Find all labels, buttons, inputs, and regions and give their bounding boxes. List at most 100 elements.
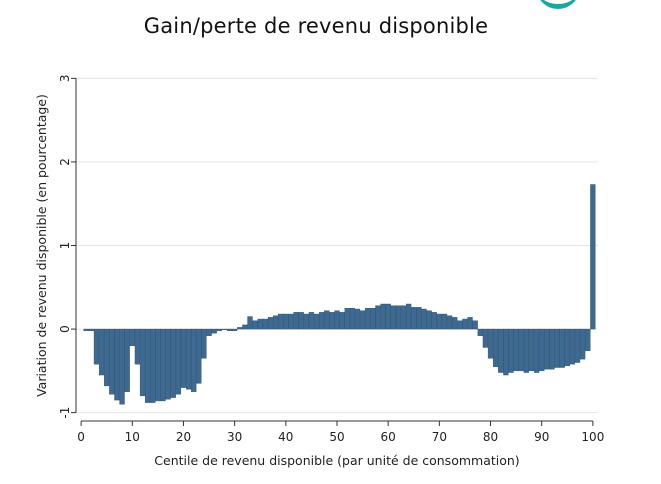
bar xyxy=(98,328,105,376)
bar xyxy=(247,316,253,330)
bar xyxy=(232,328,238,331)
bar xyxy=(93,328,100,365)
bar xyxy=(493,328,499,367)
x-tick-label: 30 xyxy=(227,430,242,444)
bar xyxy=(503,328,509,376)
bar xyxy=(180,328,187,388)
bar xyxy=(242,324,248,330)
x-axis-label: Centile de revenu disponible (par unité … xyxy=(154,453,519,468)
bar xyxy=(119,328,125,405)
bar xyxy=(191,328,197,392)
bar xyxy=(272,315,279,330)
bar xyxy=(518,328,524,372)
bar xyxy=(324,310,330,330)
bar xyxy=(569,328,576,365)
bar xyxy=(278,313,284,330)
bar xyxy=(395,305,402,330)
bar xyxy=(426,310,432,330)
bar xyxy=(385,303,391,330)
bar xyxy=(554,328,560,368)
x-tick-label: 10 xyxy=(125,430,140,444)
y-tick-label: -1 xyxy=(58,407,72,419)
bar xyxy=(467,317,473,330)
bar xyxy=(114,328,120,401)
bar xyxy=(457,320,463,330)
bar xyxy=(441,313,448,330)
bar xyxy=(329,312,335,330)
bar xyxy=(344,307,350,330)
bar xyxy=(436,313,442,330)
bar xyxy=(170,328,176,398)
bar xyxy=(257,318,263,330)
bar xyxy=(216,328,222,331)
bar xyxy=(185,328,192,390)
bar xyxy=(129,328,135,346)
bar xyxy=(487,328,494,359)
y-tick-label: 3 xyxy=(58,75,72,83)
bar xyxy=(134,328,141,365)
bar xyxy=(528,328,535,372)
bar xyxy=(533,328,540,373)
bar xyxy=(365,307,371,330)
bar xyxy=(559,328,565,368)
bar xyxy=(523,328,529,373)
bar xyxy=(283,313,289,330)
bar xyxy=(482,328,489,348)
bar xyxy=(165,328,171,400)
bar xyxy=(400,305,407,330)
bar xyxy=(206,328,212,336)
bar xyxy=(293,312,299,330)
bar xyxy=(446,315,453,330)
bar xyxy=(359,310,366,330)
bar xyxy=(564,328,570,367)
x-tick-label: 100 xyxy=(581,430,604,444)
bar xyxy=(303,313,309,330)
bar xyxy=(262,318,268,330)
x-tick-label: 80 xyxy=(483,430,498,444)
x-tick-label: 0 xyxy=(77,430,85,444)
bar xyxy=(370,307,376,330)
bar xyxy=(88,328,94,331)
bar xyxy=(549,328,555,370)
bar xyxy=(139,328,146,397)
bar xyxy=(155,328,161,402)
bar xyxy=(477,328,483,336)
bar xyxy=(375,305,381,330)
x-tick-label: 40 xyxy=(278,430,293,444)
bar xyxy=(462,318,468,330)
y-tick-label: 2 xyxy=(58,158,72,166)
bar xyxy=(339,312,345,330)
y-tick-label: 1 xyxy=(58,242,72,250)
bar xyxy=(298,312,304,330)
bar xyxy=(124,328,130,392)
bar xyxy=(380,303,386,330)
bar xyxy=(354,308,361,330)
y-tick-label: 0 xyxy=(58,325,72,333)
bar xyxy=(109,328,115,395)
bar xyxy=(252,320,258,330)
bar xyxy=(508,328,514,373)
logo-fragment xyxy=(536,0,580,9)
axes xyxy=(71,77,594,426)
x-tick-label: 60 xyxy=(381,430,396,444)
x-tick-label: 20 xyxy=(176,430,191,444)
bar xyxy=(574,328,581,363)
bar xyxy=(221,328,228,330)
bar xyxy=(431,312,437,330)
bar xyxy=(160,328,166,402)
x-tick-label: 90 xyxy=(534,430,549,444)
bar xyxy=(590,184,596,330)
bar xyxy=(411,307,417,330)
bar xyxy=(513,328,519,372)
bar xyxy=(319,312,325,330)
bar xyxy=(539,328,545,372)
bar xyxy=(416,307,422,330)
chart-title: Gain/perte de revenu disponible xyxy=(143,14,489,38)
bar xyxy=(313,313,320,330)
bar xyxy=(201,328,207,359)
bar xyxy=(83,328,89,331)
bar xyxy=(196,328,202,384)
bar xyxy=(104,328,110,387)
